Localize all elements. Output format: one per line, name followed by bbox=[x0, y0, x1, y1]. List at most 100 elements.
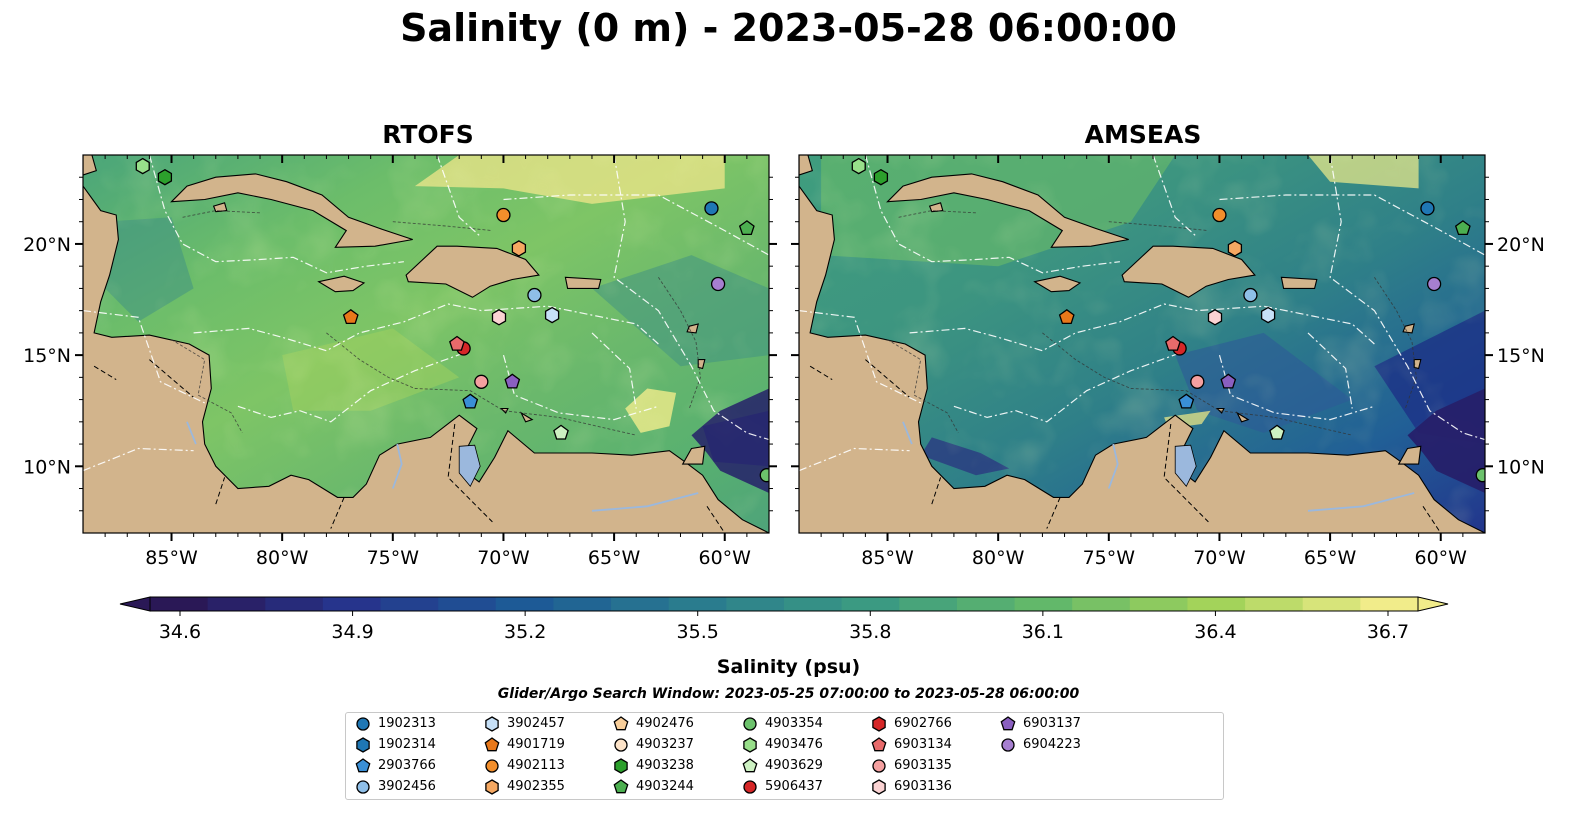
lon-tick-label: 60°W bbox=[1415, 547, 1468, 569]
lon-tick-label: 75°W bbox=[1083, 547, 1136, 569]
legend-label: 4901719 bbox=[507, 737, 565, 752]
platform-marker-6903135 bbox=[1190, 374, 1205, 389]
colorbar-tick-label: 36.1 bbox=[1022, 621, 1064, 643]
legend-item-2903766: 2903766 bbox=[354, 756, 436, 776]
hexagon-marker-icon bbox=[743, 736, 757, 753]
map-frame bbox=[798, 154, 1486, 534]
land bbox=[1121, 245, 1256, 298]
lon-tick-label: 85°W bbox=[861, 547, 914, 569]
land bbox=[170, 173, 413, 248]
platform-marker-4901719 bbox=[1058, 308, 1075, 325]
platform-marker-4903238 bbox=[873, 168, 889, 186]
platform-marker-3902456 bbox=[527, 287, 542, 303]
hexagon-marker-icon bbox=[356, 736, 370, 753]
land bbox=[1235, 411, 1250, 423]
eez-boundary bbox=[613, 155, 769, 441]
circle-marker-icon bbox=[743, 716, 757, 731]
land bbox=[928, 202, 944, 213]
legend-item-6904223: 6904223 bbox=[999, 735, 1081, 755]
legend-item-4902355: 4902355 bbox=[483, 777, 565, 797]
platform-marker-4903629 bbox=[1269, 424, 1285, 440]
lat-tick-label: 20°N bbox=[23, 234, 71, 256]
panel-title-amseas: AMSEAS bbox=[1084, 120, 1202, 149]
lon-tick-label: 75°W bbox=[367, 547, 420, 569]
lon-tick-label: 60°W bbox=[699, 547, 752, 569]
legend-marker bbox=[614, 737, 628, 752]
isobath-contour bbox=[898, 210, 977, 218]
platform-marker-4902113 bbox=[1212, 207, 1227, 223]
isobath-contour bbox=[1108, 221, 1209, 232]
search-window-text: Glider/Argo Search Window: 2023-05-25 07… bbox=[497, 686, 1080, 702]
eez-boundary bbox=[953, 350, 1187, 423]
hexagon-marker-icon bbox=[872, 778, 886, 795]
platform-marker-4903476 bbox=[851, 157, 866, 175]
land bbox=[799, 185, 1485, 533]
map-frame bbox=[82, 154, 770, 534]
legend-item-1902313: 1902313 bbox=[354, 714, 436, 734]
isobath-contour bbox=[326, 332, 637, 436]
atlantic-low-salinity bbox=[691, 388, 769, 493]
country-border bbox=[330, 497, 345, 529]
land bbox=[83, 185, 769, 533]
eez-boundary bbox=[148, 155, 404, 274]
legend-item-6903136: 6903136 bbox=[870, 777, 952, 797]
legend-label: 2903766 bbox=[378, 758, 436, 773]
colorbar-extend-max bbox=[1417, 596, 1449, 612]
platform-marker-6903136 bbox=[491, 309, 507, 326]
platform-marker-4902113 bbox=[496, 207, 511, 223]
lake-maracaibo bbox=[1174, 444, 1197, 488]
land bbox=[1033, 275, 1082, 293]
lon-tick-label: 70°W bbox=[1193, 547, 1246, 569]
platform-marker-4903476 bbox=[135, 157, 150, 175]
legend-marker bbox=[356, 716, 370, 731]
colorbar-tick-label: 35.8 bbox=[849, 621, 891, 643]
legend-marker bbox=[355, 757, 371, 772]
platform-marker-2903766 bbox=[462, 393, 479, 409]
panel-title-rtofs: RTOFS bbox=[382, 120, 474, 149]
legend-marker bbox=[1001, 737, 1015, 752]
legend-item-4901719: 4901719 bbox=[483, 735, 565, 755]
lake-maracaibo bbox=[458, 444, 481, 488]
isobath-contour bbox=[392, 221, 493, 232]
pentagon-marker-icon bbox=[871, 736, 887, 751]
legend-marker bbox=[485, 758, 499, 773]
land bbox=[686, 323, 699, 334]
isobath-contour bbox=[1374, 277, 1417, 409]
isobath-contour bbox=[887, 339, 959, 434]
circle-marker-icon bbox=[614, 737, 628, 752]
legend-label: 6903135 bbox=[894, 758, 952, 773]
platform-marker-6903134 bbox=[449, 335, 465, 351]
lon-tick-label: 65°W bbox=[588, 547, 641, 569]
legend-marker bbox=[484, 736, 500, 751]
map-panel-rtofs bbox=[83, 155, 769, 533]
platform-marker-6903137 bbox=[1220, 373, 1237, 389]
pentagon-marker-icon bbox=[1000, 715, 1016, 730]
platform-marker-4903238 bbox=[157, 168, 173, 186]
country-border bbox=[1422, 506, 1442, 533]
land bbox=[697, 359, 706, 370]
circle-marker-icon bbox=[872, 758, 886, 773]
legend-marker bbox=[743, 716, 757, 731]
hexagon-marker-icon bbox=[872, 715, 886, 732]
country-border bbox=[931, 477, 942, 505]
lat-tick-label: 15°N bbox=[1497, 345, 1545, 367]
legend-label: 4902355 bbox=[507, 779, 565, 794]
legend-label: 3902456 bbox=[378, 779, 436, 794]
land bbox=[564, 276, 602, 289]
legend-item-6903135: 6903135 bbox=[870, 756, 952, 776]
eez-boundary bbox=[1219, 194, 1485, 256]
river bbox=[902, 421, 913, 445]
colorbar-label: Salinity (psu) bbox=[716, 656, 861, 678]
lat-tick-label: 15°N bbox=[23, 345, 71, 367]
platform-marker-6904223 bbox=[1426, 276, 1442, 292]
legend-marker bbox=[614, 757, 628, 774]
platform-marker-6903137 bbox=[504, 373, 521, 389]
map-panel-amseas bbox=[799, 155, 1485, 533]
platform-marker-4903244 bbox=[738, 220, 755, 236]
legend-marker bbox=[742, 757, 758, 772]
legend-label: 1902313 bbox=[378, 716, 436, 731]
legend-item-4903237: 4903237 bbox=[612, 735, 694, 755]
eez-boundary bbox=[1152, 155, 1198, 238]
platform-marker-3902457 bbox=[544, 306, 560, 324]
land bbox=[405, 245, 540, 298]
